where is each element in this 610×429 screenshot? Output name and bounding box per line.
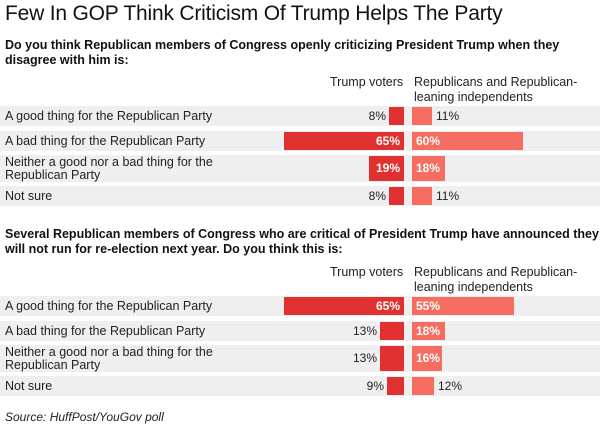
table-row: Neither a good nor a bad thing for the R… [0, 155, 610, 182]
category-label: A bad thing for the Republican Party [5, 324, 206, 338]
bar-trump-voters [389, 107, 404, 125]
value-label-republicans: 16% [416, 351, 441, 365]
col-header-republicans-1: Republicans and Republican-leaning indep… [414, 75, 578, 104]
value-label-trump-voters: 65% [375, 134, 400, 148]
bar-trump-voters [380, 346, 404, 371]
category-label: A good thing for the Republican Party [5, 299, 213, 313]
table-row: A bad thing for the Republican Party 13% 1… [0, 321, 610, 341]
value-label-republicans: 11% [436, 109, 460, 123]
value-label-trump-voters: 65% [375, 299, 400, 313]
source-note: Source: HuffPost/YouGov poll [5, 410, 164, 424]
bar-trump-voters [389, 187, 404, 205]
bar-republicans [412, 322, 445, 340]
value-label-trump-voters: 9% [366, 379, 384, 393]
col-header-trump-voters-2: Trump voters [330, 265, 404, 279]
col-header-trump-voters-1: Trump voters [330, 75, 404, 89]
table-row: Not sure 9% 12% [0, 376, 610, 396]
bar-republicans [412, 156, 445, 181]
value-label-republicans: 55% [416, 299, 441, 313]
row-background [0, 186, 600, 206]
value-label-republicans: 12% [438, 379, 463, 393]
bar-trump-voters [284, 132, 404, 150]
category-label: Not sure [5, 189, 53, 203]
row-background [0, 376, 600, 396]
value-label-trump-voters: 8% [368, 109, 386, 123]
bar-trump-voters [369, 156, 404, 181]
table-row: A good thing for the Republican Party 8% 1… [0, 106, 610, 126]
bar-republicans [412, 107, 432, 125]
value-label-trump-voters: 8% [368, 189, 386, 203]
question-1: Do you think Republican members of Congr… [5, 38, 560, 67]
value-label-republicans: 11% [436, 189, 460, 203]
question-2: Several Republican members of Congress w… [5, 227, 599, 256]
bar-trump-voters [380, 322, 404, 340]
bar-republicans [412, 346, 442, 371]
row-background [0, 106, 600, 126]
category-label: Not sure [5, 379, 53, 393]
value-label-republicans: 60% [416, 134, 441, 148]
value-label-trump-voters: 13% [352, 351, 377, 365]
value-label-trump-voters: 13% [352, 324, 377, 338]
bar-republicans [412, 297, 514, 315]
table-row: A bad thing for the Republican Party 65% 6… [0, 131, 610, 151]
row-background [0, 321, 600, 341]
row-background [0, 155, 600, 182]
category-label: Neither a good nor a bad thing for the R… [5, 155, 213, 182]
value-label-trump-voters: 19% [375, 161, 400, 175]
category-label: A bad thing for the Republican Party [5, 134, 206, 148]
bar-republicans [412, 132, 523, 150]
category-label: Neither a good nor a bad thing for the R… [5, 345, 213, 372]
value-label-republicans: 18% [416, 324, 441, 338]
col-header-republicans-2: Republicans and Republican-leaning indep… [414, 265, 578, 294]
category-label: A good thing for the Republican Party [5, 109, 213, 123]
chart-title: Few In GOP Think Criticism Of Trump Help… [5, 2, 503, 25]
bar-republicans [412, 377, 434, 395]
table-row: A good thing for the Republican Party 65%… [0, 296, 610, 316]
row-background [0, 345, 600, 372]
table-row: Neither a good nor a bad thing for the R… [0, 345, 610, 372]
bar-republicans [412, 187, 432, 205]
bar-trump-voters [387, 377, 404, 395]
bar-trump-voters [284, 297, 404, 315]
table-row: Not sure 8% 11% [0, 186, 610, 206]
value-label-republicans: 18% [416, 161, 441, 175]
